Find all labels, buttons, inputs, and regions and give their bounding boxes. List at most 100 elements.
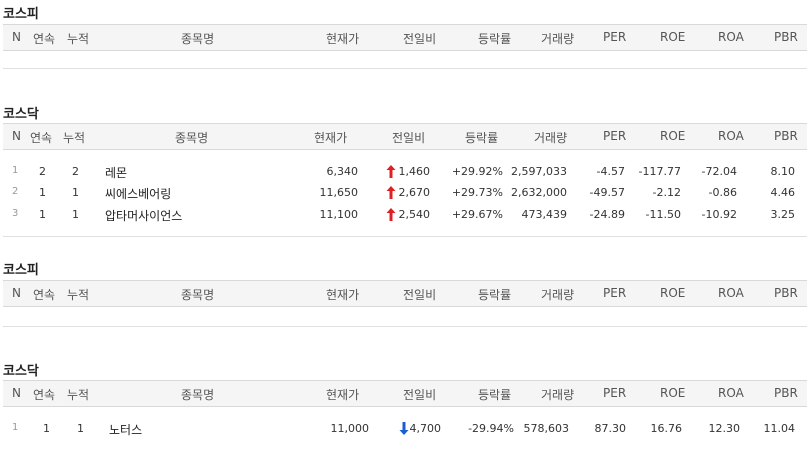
- column-header[interactable]: PBR: [774, 30, 798, 44]
- market-section-title: 코스닥: [3, 107, 39, 122]
- column-header[interactable]: PER: [603, 286, 627, 300]
- column-header[interactable]: PBR: [774, 386, 798, 400]
- roa-value: 12.30: [708, 422, 741, 435]
- column-header[interactable]: 전일비: [403, 288, 437, 302]
- roe-value: -11.50: [645, 208, 681, 221]
- column-header[interactable]: N: [12, 386, 21, 400]
- change-arrow: [386, 165, 402, 179]
- consecutive-count: 2: [39, 165, 46, 178]
- column-header[interactable]: PBR: [774, 129, 798, 143]
- column-header[interactable]: 종목명: [175, 131, 209, 145]
- roe-value: 16.76: [650, 422, 683, 435]
- current-price: 6,340: [326, 165, 359, 178]
- table-row[interactable]: 3 1 1 압타머사이언스 11,100 2,540 +29.67% 473,439 -24.8…: [3, 205, 807, 226]
- column-header[interactable]: 등락률: [465, 131, 499, 145]
- rank-number: 3: [12, 208, 19, 219]
- market-section-title: 코스피: [3, 7, 39, 22]
- column-header[interactable]: 종목명: [181, 32, 215, 46]
- column-header[interactable]: PER: [603, 129, 627, 143]
- pbr-value: 8.10: [770, 165, 796, 178]
- arrow-up-icon: [386, 186, 396, 199]
- pbr-value: 3.25: [770, 208, 796, 221]
- arrow-down-icon: [399, 422, 409, 435]
- arrow-up-icon: [386, 165, 396, 178]
- table-row[interactable]: 1 2 2 레몬 6,340 1,460 +29.92% 2,597,033 -4.57 -117…: [3, 162, 807, 183]
- column-header[interactable]: 종목명: [181, 388, 215, 402]
- table-row[interactable]: 1 1 1 노터스 11,000 4,700 -29.94% 578,603 87.30 16.7…: [3, 419, 807, 440]
- column-header[interactable]: 등락률: [478, 32, 512, 46]
- change-arrow: [386, 208, 402, 222]
- price-change: 2,540: [398, 208, 431, 221]
- column-header[interactable]: 누적: [67, 388, 90, 402]
- pbr-value: 4.46: [770, 186, 796, 199]
- column-header[interactable]: 전일비: [403, 388, 437, 402]
- column-header[interactable]: PBR: [774, 286, 798, 300]
- stock-name-link[interactable]: 압타머사이언스: [105, 209, 183, 223]
- column-header[interactable]: 연속: [33, 388, 56, 402]
- current-price: 11,000: [330, 422, 370, 435]
- column-header[interactable]: ROE: [660, 129, 686, 143]
- column-header[interactable]: PER: [603, 30, 627, 44]
- pbr-value: 11.04: [763, 422, 796, 435]
- change-rate: +29.92%: [451, 165, 503, 178]
- column-header[interactable]: 누적: [63, 131, 86, 145]
- roe-value: -117.77: [638, 165, 681, 178]
- column-header[interactable]: ROE: [660, 286, 686, 300]
- column-header[interactable]: 연속: [33, 288, 56, 302]
- table-header: N 연속 누적 종목명 현재가 전일비 등락률 거래량 PER ROE ROA PBR: [3, 280, 807, 307]
- column-header[interactable]: N: [12, 286, 21, 300]
- column-header[interactable]: 전일비: [392, 131, 426, 145]
- column-header[interactable]: 연속: [30, 131, 53, 145]
- column-header[interactable]: ROA: [718, 129, 744, 143]
- section-divider: [3, 236, 807, 237]
- rank-number: 1: [12, 422, 19, 433]
- column-header[interactable]: ROA: [718, 286, 744, 300]
- column-header[interactable]: 현재가: [326, 32, 360, 46]
- stock-name-link[interactable]: 씨에스베어링: [105, 187, 172, 201]
- column-header[interactable]: 거래량: [541, 388, 575, 402]
- table-header: N 연속 누적 종목명 현재가 전일비 등락률 거래량 PER ROE ROA PBR: [3, 123, 807, 150]
- consecutive-count: 1: [39, 208, 46, 221]
- per-value: 87.30: [594, 422, 627, 435]
- column-header[interactable]: 연속: [33, 32, 56, 46]
- per-value: -49.57: [589, 186, 625, 199]
- column-header[interactable]: 현재가: [326, 388, 360, 402]
- column-header[interactable]: 등락률: [478, 388, 512, 402]
- cumulative-count: 1: [72, 208, 79, 221]
- column-header[interactable]: 종목명: [181, 288, 215, 302]
- column-header[interactable]: N: [12, 30, 21, 44]
- table-row[interactable]: 2 1 1 씨에스베어링 11,650 2,670 +29.73% 2,632,000 -49.…: [3, 183, 807, 204]
- section-divider: [3, 68, 807, 69]
- cumulative-count: 2: [72, 165, 79, 178]
- column-header[interactable]: 거래량: [541, 32, 575, 46]
- column-header[interactable]: 누적: [67, 288, 90, 302]
- stock-name-link[interactable]: 레몬: [105, 166, 128, 180]
- column-header[interactable]: ROE: [660, 386, 686, 400]
- column-header[interactable]: 거래량: [541, 288, 575, 302]
- price-change: 2,670: [398, 186, 431, 199]
- market-section-title: 코스닥: [3, 364, 39, 379]
- cumulative-count: 1: [77, 422, 84, 435]
- column-header[interactable]: ROA: [718, 386, 744, 400]
- roa-value: -72.04: [701, 165, 737, 178]
- consecutive-count: 1: [43, 422, 50, 435]
- column-header[interactable]: 누적: [67, 32, 90, 46]
- column-header[interactable]: 등락률: [478, 288, 512, 302]
- price-change: 4,700: [409, 422, 442, 435]
- column-header[interactable]: N: [12, 129, 21, 143]
- stock-name-link[interactable]: 노터스: [109, 423, 143, 437]
- column-header[interactable]: 현재가: [326, 288, 360, 302]
- column-header[interactable]: PER: [603, 386, 627, 400]
- trading-volume: 2,632,000: [511, 186, 567, 199]
- trading-volume: 578,603: [523, 422, 570, 435]
- column-header[interactable]: 거래량: [534, 131, 568, 145]
- roe-value: -2.12: [652, 186, 681, 199]
- column-header[interactable]: ROE: [660, 30, 686, 44]
- cumulative-count: 1: [72, 186, 79, 199]
- column-header[interactable]: 전일비: [403, 32, 437, 46]
- change-rate: +29.73%: [451, 186, 503, 199]
- arrow-up-icon: [386, 208, 396, 221]
- column-header[interactable]: ROA: [718, 30, 744, 44]
- column-header[interactable]: 현재가: [314, 131, 348, 145]
- trading-volume: 2,597,033: [511, 165, 567, 178]
